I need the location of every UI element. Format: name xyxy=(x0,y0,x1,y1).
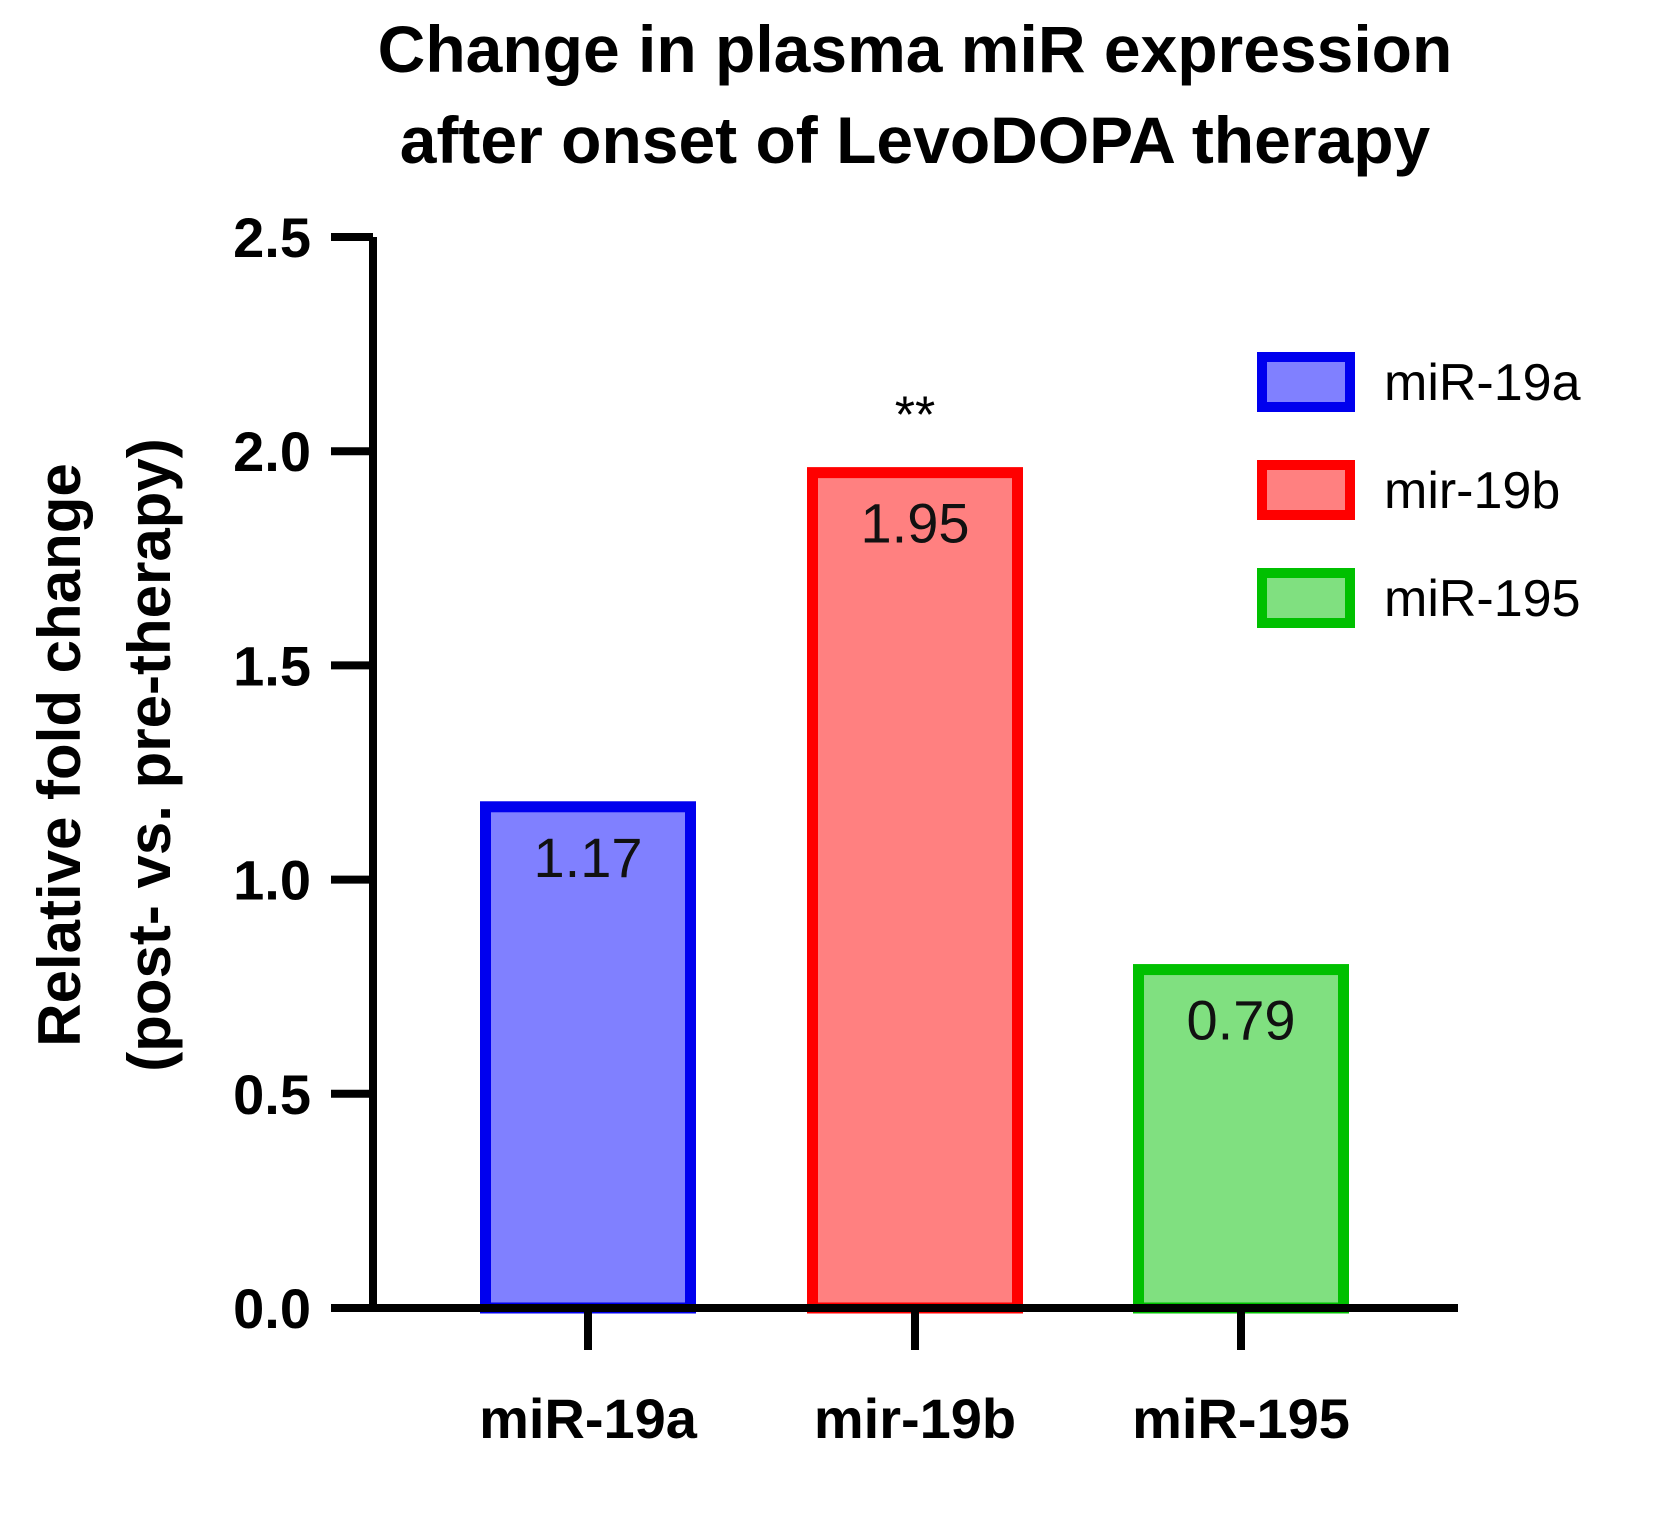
y-tick-label: 0.0 xyxy=(233,1277,311,1340)
y-tick-label: 1.5 xyxy=(233,634,311,697)
legend: miR-19a mir-19b miR-195 xyxy=(1257,352,1581,628)
legend-label-mir-195: miR-195 xyxy=(1384,570,1581,628)
plot-area: 1.17 miR-19a 1.95 mir-19b 0.79 miR-195 ** 0.0 0.… xyxy=(233,206,1458,1450)
data-label-mir-195: 0.79 xyxy=(1187,989,1296,1052)
significance-marker: ** xyxy=(895,387,935,445)
legend-swatch-mir-19b xyxy=(1257,460,1355,520)
legend-swatch-mir-195 xyxy=(1257,568,1355,628)
bar-mir-19b xyxy=(807,467,1023,1314)
chart-title: Change in plasma miR expression after on… xyxy=(378,12,1453,177)
data-label-mir-19a: 1.17 xyxy=(534,826,643,889)
y-tick-label: 2.0 xyxy=(233,420,311,483)
y-axis-title-line-1: Relative fold change xyxy=(26,463,93,1046)
y-tick-label: 0.5 xyxy=(233,1063,311,1126)
x-tick-label-mir-195: miR-195 xyxy=(1132,1387,1350,1450)
chart-title-line-2: after onset of LevoDOPA therapy xyxy=(400,103,1431,177)
y-axis-title-line-2: (post- vs. pre-therapy) xyxy=(116,438,183,1071)
bar-mir-195 xyxy=(1133,964,1349,1314)
legend-label-mir-19b: mir-19b xyxy=(1384,462,1560,520)
legend-label-mir-19a: miR-19a xyxy=(1384,354,1581,412)
y-axis-title: Relative fold change (post- vs. pre-ther… xyxy=(26,438,183,1071)
chart-title-line-1: Change in plasma miR expression xyxy=(378,12,1453,86)
y-tick-label: 1.0 xyxy=(233,849,311,912)
x-tick-label-mir-19b: mir-19b xyxy=(814,1387,1016,1450)
data-label-mir-19b: 1.95 xyxy=(861,492,970,555)
x-tick-label-mir-19a: miR-19a xyxy=(479,1387,698,1450)
y-tick-label: 2.5 xyxy=(233,206,311,269)
bar-mir-19a xyxy=(480,801,696,1314)
legend-swatch-mir-19a xyxy=(1257,352,1355,412)
